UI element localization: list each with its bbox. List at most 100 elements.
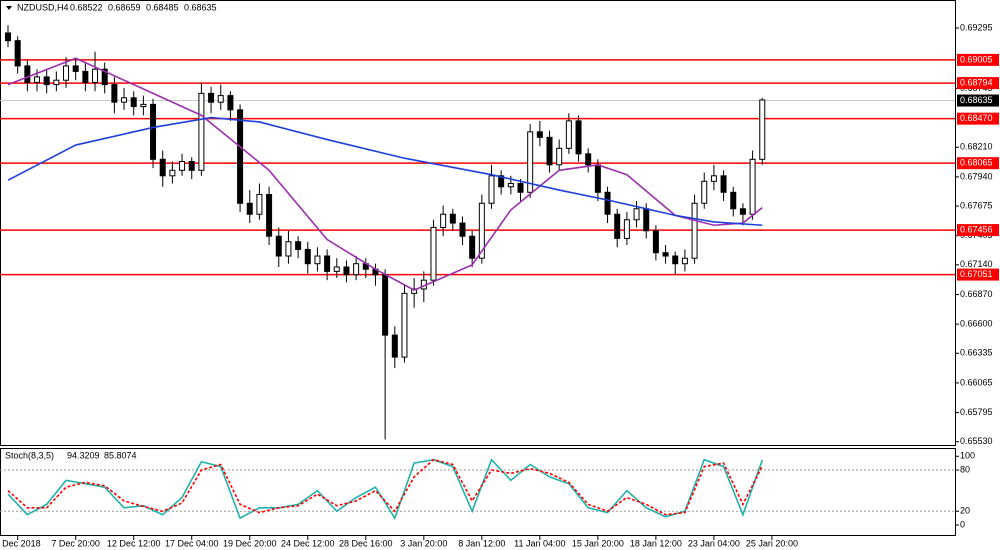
stoch-frame	[0, 448, 956, 536]
candle-body	[652, 230, 659, 254]
x-tick-label: 3 Jan 20:00	[400, 538, 447, 548]
candle-body	[92, 68, 99, 83]
x-tick-label: 8 Jan 12:00	[458, 538, 505, 548]
candle-body	[63, 65, 70, 81]
candle-body	[208, 92, 215, 103]
candle-body	[24, 65, 31, 83]
y-tick-label: 0.67675	[960, 200, 993, 210]
candle-body	[343, 266, 350, 276]
y-tick-label: 0.67140	[960, 259, 993, 269]
level-label: 0.68065	[960, 158, 993, 168]
candle-body	[730, 191, 737, 210]
x-tick-label: 18 Jan 12:00	[630, 538, 682, 548]
candle-body	[295, 241, 302, 250]
candle-body	[527, 131, 534, 193]
candle-body	[575, 120, 582, 155]
candle-body	[681, 257, 688, 265]
candle-body	[401, 292, 408, 358]
candle-body	[739, 208, 746, 215]
y-tick-label: 0.66870	[960, 289, 993, 299]
candle-body	[150, 103, 157, 160]
x-tick-label: 23 Jan 04:00	[688, 538, 740, 548]
candle-body	[121, 97, 128, 103]
candle-body	[391, 334, 398, 358]
candle-body	[130, 97, 137, 108]
ohlc-high: 0.68659	[108, 2, 141, 12]
level-label: 0.69005	[960, 54, 993, 64]
stoch-title: Stoch(8,3,5)	[5, 450, 54, 460]
candle-body	[266, 193, 273, 237]
candle-body	[246, 202, 253, 215]
level-box	[957, 224, 999, 237]
candle-body	[34, 76, 41, 83]
candle-body	[449, 213, 456, 224]
current-price-box	[957, 94, 999, 107]
candle-body	[314, 255, 321, 265]
candle-body	[585, 153, 592, 166]
candle-body	[353, 263, 360, 276]
candle-body	[546, 136, 553, 166]
candle-body	[469, 235, 476, 259]
menu-arrow	[6, 6, 12, 10]
level-label: 0.68470	[960, 113, 993, 123]
y-tick-label: 0.66335	[960, 348, 993, 358]
x-tick-label: 17 Dec 04:00	[165, 538, 219, 548]
current-price-label: 0.68635	[960, 95, 993, 105]
y-tick-label: 0.65795	[960, 407, 993, 417]
candle-body	[614, 213, 621, 239]
level-box	[957, 53, 999, 66]
candle-body	[430, 226, 437, 281]
candle-body	[672, 255, 679, 265]
candle-body	[459, 222, 466, 237]
ohlc-close: 0.68635	[184, 2, 217, 12]
x-tick-label: 5 Dec 2018	[0, 538, 41, 548]
candle-body	[333, 266, 340, 272]
candle-body	[411, 288, 418, 294]
candle-body	[623, 219, 630, 239]
stoch-tick-label: 80	[960, 464, 970, 474]
candle-body	[749, 158, 756, 215]
candle-body	[159, 158, 166, 177]
candle-body	[111, 84, 118, 103]
candle-body	[227, 95, 234, 111]
candle-body	[101, 68, 108, 86]
level-box	[957, 268, 999, 281]
x-tick-label: 28 Dec 16:00	[339, 538, 393, 548]
level-label: 0.67456	[960, 224, 993, 234]
level-box	[957, 112, 999, 125]
candle-body	[565, 120, 572, 149]
candle-body	[169, 169, 176, 177]
level-box	[957, 157, 999, 170]
candle-body	[701, 180, 708, 204]
candle-body	[488, 175, 495, 204]
x-tick-label: 19 Dec 20:00	[223, 538, 277, 548]
candle-body	[691, 202, 698, 259]
moving-average	[7, 116, 763, 227]
candle-body	[5, 32, 11, 42]
moving-average	[7, 57, 763, 291]
stoch-signal-value: 85.8074	[104, 450, 137, 460]
x-tick-label: 7 Dec 20:00	[51, 538, 100, 548]
level-label: 0.67051	[960, 269, 993, 279]
candle-body	[594, 164, 601, 193]
candle-body	[633, 208, 640, 221]
stoch-signal	[7, 458, 763, 516]
candle-body	[237, 109, 244, 204]
candle-body	[275, 235, 282, 257]
candle-body	[759, 99, 766, 160]
ohlc-low: 0.68485	[146, 2, 179, 12]
candle-body	[256, 193, 263, 215]
x-tick-label: 11 Jan 04:00	[514, 538, 565, 548]
stoch-tick-label: 0	[960, 519, 965, 529]
ohlc-open: 0.68522	[70, 2, 103, 12]
candle-body	[217, 95, 224, 103]
candle-body	[285, 241, 292, 257]
y-tick-label: 0.66065	[960, 377, 993, 387]
level-label: 0.68794	[960, 77, 993, 87]
candle-body	[72, 65, 79, 72]
main-frame	[0, 0, 956, 446]
candle-body	[382, 274, 389, 336]
x-tick-label: 12 Dec 12:00	[107, 538, 161, 548]
candle-body	[536, 131, 543, 138]
candle-body	[140, 103, 147, 108]
